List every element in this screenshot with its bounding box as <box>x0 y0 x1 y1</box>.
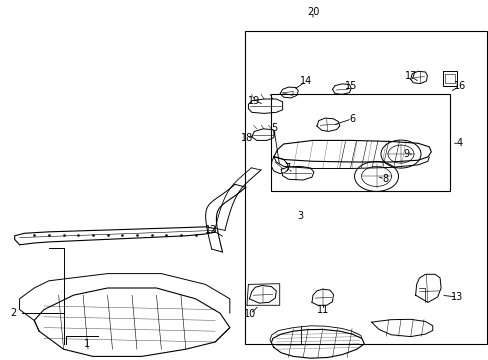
Text: 16: 16 <box>452 81 465 91</box>
Text: 15: 15 <box>344 81 357 91</box>
Text: 5: 5 <box>270 123 276 133</box>
Text: 14: 14 <box>299 76 312 86</box>
Text: 8: 8 <box>382 174 387 184</box>
Text: 17: 17 <box>404 71 416 81</box>
Text: 18: 18 <box>240 132 253 143</box>
Text: 4: 4 <box>456 138 462 148</box>
Text: 19: 19 <box>247 96 260 106</box>
Text: 9: 9 <box>403 149 409 159</box>
Bar <box>244 31 486 344</box>
Text: 6: 6 <box>348 114 354 124</box>
Text: 2: 2 <box>11 308 17 318</box>
Text: 12: 12 <box>204 225 217 235</box>
Bar <box>271 94 449 191</box>
Text: 20: 20 <box>306 7 319 17</box>
Text: 13: 13 <box>450 292 463 302</box>
Text: 11: 11 <box>316 305 328 315</box>
Text: 7: 7 <box>284 163 290 174</box>
Text: 1: 1 <box>84 339 90 349</box>
Text: 3: 3 <box>297 211 303 221</box>
Text: 10: 10 <box>244 309 256 319</box>
